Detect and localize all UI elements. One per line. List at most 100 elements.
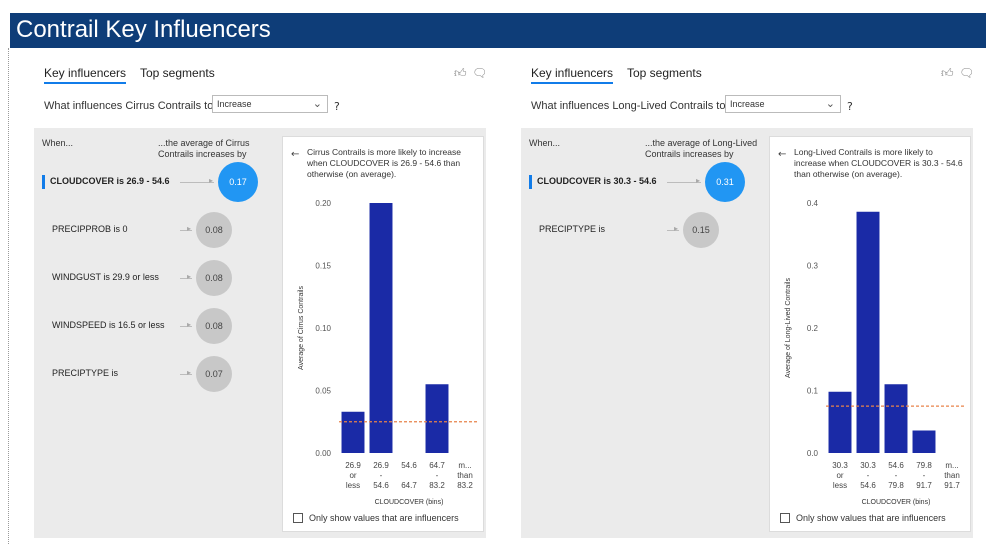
bar bbox=[912, 430, 936, 453]
x-tick-label: 30.3 bbox=[860, 461, 876, 470]
influencer-label[interactable]: PRECIPTYPE is bbox=[539, 224, 606, 234]
influencer-label[interactable]: CLOUDCOVER is 30.3 - 54.6 bbox=[537, 176, 657, 186]
x-tick-label: 26.9 bbox=[373, 461, 389, 470]
selected-indicator bbox=[42, 175, 45, 189]
bar bbox=[369, 203, 393, 453]
x-tick-label: 83.2 bbox=[429, 481, 445, 490]
x-tick-label: 91.7 bbox=[944, 481, 960, 490]
x-tick-label: m... bbox=[945, 461, 958, 470]
y-tick-label: 0.15 bbox=[315, 262, 331, 271]
tab-top-segments[interactable]: Top segments bbox=[140, 66, 215, 80]
x-tick-label: - bbox=[923, 471, 926, 480]
bar bbox=[828, 391, 852, 453]
x-tick-label: than bbox=[944, 471, 960, 480]
chevron-down-icon: ⌄ bbox=[312, 98, 322, 110]
x-tick-label: 79.8 bbox=[888, 481, 904, 490]
tab-key-influencers[interactable]: Key influencers bbox=[44, 66, 127, 84]
influence-value-bubble[interactable]: 0.07 bbox=[196, 356, 232, 392]
y-tick-label: 0.4 bbox=[807, 199, 819, 208]
connector-arrow-icon: ▸ bbox=[209, 176, 214, 185]
increase-dropdown[interactable]: Increase ⌄ bbox=[212, 95, 328, 113]
comment-icon[interactable]: 🗨︎ bbox=[959, 66, 975, 80]
when-header: When... bbox=[42, 138, 74, 148]
y-axis-label: Average of Long-Lived Contrails bbox=[785, 278, 792, 378]
detail-bar-chart: 0.20 0.15 0.10 0.05 0.00 Average of Cirrus Co… bbox=[298, 199, 479, 506]
influencer-label[interactable]: PRECIPPROB is 0 bbox=[52, 224, 128, 234]
bar bbox=[856, 211, 880, 453]
influencer-detail-card: ← Cirrus Contrails is more likely to inc… bbox=[282, 136, 484, 532]
influencer-label[interactable]: WINDSPEED is 16.5 or less bbox=[52, 320, 165, 330]
x-axis-label: CLOUDCOVER (bins) bbox=[862, 499, 931, 506]
influence-value-bubble[interactable]: 0.31 bbox=[705, 162, 745, 202]
y-tick-label: 0.00 bbox=[315, 449, 331, 458]
influencer-label[interactable]: CLOUDCOVER is 26.9 - 54.6 bbox=[50, 176, 170, 186]
tab-key-influencers[interactable]: Key influencers bbox=[531, 66, 614, 84]
connector-arrow-icon: ▸ bbox=[696, 176, 701, 185]
influencer-detail-card: ← Long-Lived Contrails is more likely to… bbox=[769, 136, 971, 532]
when-header: When... bbox=[529, 138, 561, 148]
influencers-only-checkbox[interactable] bbox=[293, 513, 303, 523]
x-tick-label: 54.6 bbox=[373, 481, 389, 490]
comment-icon[interactable]: 🗨︎ bbox=[472, 66, 488, 80]
tab-top-segments[interactable]: Top segments bbox=[627, 66, 702, 80]
increase-dropdown[interactable]: Increase ⌄ bbox=[725, 95, 841, 113]
influencer-label[interactable]: WINDGUST is 29.9 or less bbox=[52, 272, 159, 282]
bar bbox=[341, 411, 365, 453]
x-tick-label: or bbox=[836, 471, 843, 480]
thumbs-up-icon[interactable]: 👍︎ bbox=[941, 66, 954, 80]
connector-line bbox=[180, 182, 214, 183]
back-arrow-icon[interactable]: ← bbox=[778, 149, 787, 160]
influence-value-bubble[interactable]: 0.08 bbox=[196, 260, 232, 296]
key-influencers-visual-long-lived: Key influencers Top segments 👍︎ 🗨︎ What … bbox=[521, 60, 979, 544]
average-header-line1: ...the average of Long-Lived bbox=[645, 138, 758, 148]
dropdown-value: Increase bbox=[730, 99, 765, 109]
back-arrow-icon[interactable]: ← bbox=[291, 149, 300, 160]
canvas-border bbox=[8, 48, 9, 544]
question-text: What influences Long-Lived Contrails to bbox=[531, 100, 726, 112]
x-tick-label: or bbox=[349, 471, 356, 480]
detail-bar-chart: 0.4 0.3 0.2 0.1 0.0 Average of Long-Lived Con… bbox=[785, 199, 966, 506]
connector-line bbox=[180, 278, 192, 279]
connector-arrow-icon: ▸ bbox=[187, 272, 192, 281]
x-tick-label: less bbox=[346, 481, 360, 490]
x-tick-label: 79.8 bbox=[916, 461, 932, 470]
average-header-line1: ...the average of Cirrus bbox=[158, 138, 250, 148]
influence-value-bubble[interactable]: 0.15 bbox=[683, 212, 719, 248]
checkbox-label: Only show values that are influencers bbox=[309, 513, 459, 523]
influencers-area: When... ...the average of Cirrus Contrai… bbox=[34, 128, 486, 538]
help-icon[interactable]: ? bbox=[334, 100, 340, 113]
connector-line bbox=[180, 230, 192, 231]
influence-value-bubble[interactable]: 0.08 bbox=[196, 212, 232, 248]
connector-line bbox=[180, 374, 192, 375]
x-tick-label: 54.6 bbox=[860, 481, 876, 490]
x-tick-label: - bbox=[895, 471, 898, 480]
report-title-bar: Contrail Key Influencers bbox=[10, 13, 986, 48]
x-tick-label: 64.7 bbox=[429, 461, 445, 470]
question-text: What influences Cirrus Contrails to bbox=[44, 100, 214, 112]
y-axis-label: Average of Cirrus Contrails bbox=[298, 286, 305, 370]
x-tick-label: than bbox=[457, 471, 473, 480]
bar bbox=[425, 384, 449, 453]
x-tick-label: 54.6 bbox=[401, 461, 417, 470]
connector-arrow-icon: ▸ bbox=[187, 368, 192, 377]
x-tick-label: 83.2 bbox=[457, 481, 473, 490]
help-icon[interactable]: ? bbox=[847, 100, 853, 113]
thumbs-up-icon[interactable]: 👍︎ bbox=[454, 66, 467, 80]
y-tick-label: 0.0 bbox=[807, 449, 819, 458]
influence-value-bubble[interactable]: 0.08 bbox=[196, 308, 232, 344]
y-tick-label: 0.3 bbox=[807, 262, 819, 271]
x-tick-label: less bbox=[833, 481, 847, 490]
x-tick-label: m... bbox=[458, 461, 471, 470]
average-header: ...the average of Long-Lived Contrails i… bbox=[645, 138, 757, 160]
x-tick-label: 30.3 bbox=[832, 461, 848, 470]
detail-description: Cirrus Contrails is more likely to incre… bbox=[307, 147, 461, 179]
y-tick-label: 0.1 bbox=[807, 387, 819, 396]
x-tick-label: 54.6 bbox=[888, 461, 904, 470]
y-tick-label: 0.05 bbox=[315, 387, 331, 396]
influencers-only-checkbox[interactable] bbox=[780, 513, 790, 523]
connector-arrow-icon: ▸ bbox=[674, 224, 679, 233]
influence-value-bubble[interactable]: 0.17 bbox=[218, 162, 258, 202]
y-tick-label: 0.2 bbox=[807, 324, 819, 333]
influencer-label[interactable]: PRECIPTYPE is bbox=[52, 368, 119, 378]
connector-arrow-icon: ▸ bbox=[187, 320, 192, 329]
